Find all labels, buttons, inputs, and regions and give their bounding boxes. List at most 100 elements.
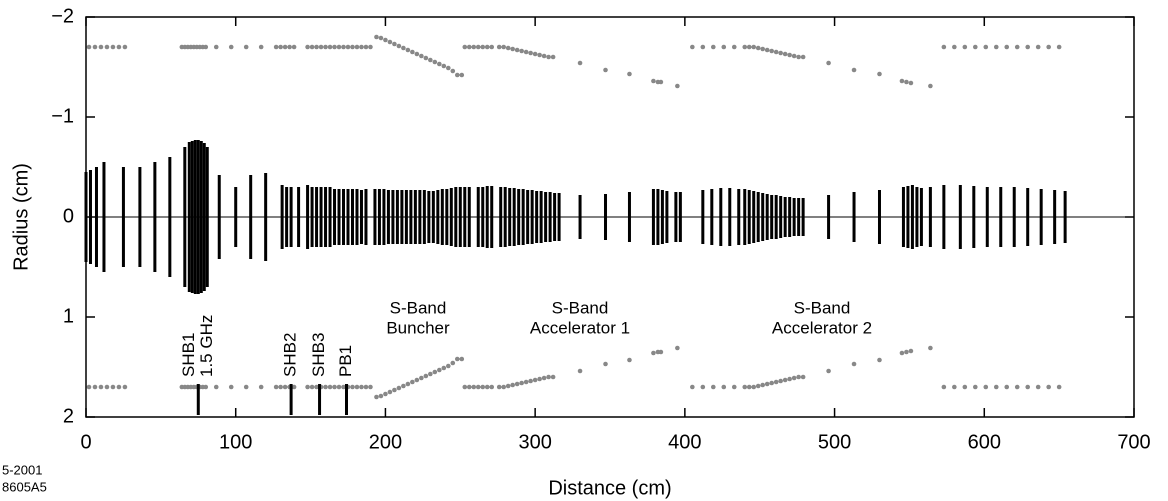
aperture-dot bbox=[363, 44, 369, 50]
aperture-dot bbox=[962, 384, 968, 390]
aperture-dot bbox=[746, 44, 752, 50]
aperture-dot bbox=[466, 384, 472, 390]
aperture-dot bbox=[484, 384, 490, 390]
aperture-dot bbox=[98, 44, 104, 50]
aperture-dot bbox=[690, 44, 695, 50]
aperture-dot bbox=[228, 44, 234, 50]
aperture-dot bbox=[396, 385, 402, 391]
aperture-dot bbox=[98, 384, 104, 390]
aperture-dot bbox=[116, 44, 122, 50]
marker-label: PB1 bbox=[336, 345, 355, 377]
aperture-dot bbox=[345, 44, 351, 50]
aperture-dot bbox=[459, 72, 465, 78]
aperture-dot bbox=[104, 384, 110, 390]
aperture-dot bbox=[450, 360, 456, 366]
aperture-dot bbox=[993, 384, 999, 390]
aperture-dot bbox=[550, 374, 556, 380]
aperture-dot bbox=[760, 46, 766, 52]
marker-label: 1.5 GHz bbox=[197, 315, 216, 377]
aperture-dot bbox=[273, 44, 279, 50]
aperture-dot bbox=[496, 44, 502, 50]
footnote: 5-2001 bbox=[2, 462, 42, 477]
aperture-dot bbox=[378, 35, 384, 41]
aperture-dot bbox=[577, 60, 583, 66]
aperture-dot bbox=[423, 55, 429, 61]
aperture-dot bbox=[764, 381, 770, 387]
aperture-dot bbox=[1035, 384, 1041, 390]
aperture-dot bbox=[904, 79, 909, 85]
aperture-dot bbox=[523, 379, 529, 385]
aperture-dot bbox=[528, 50, 533, 56]
aperture-dot bbox=[104, 44, 110, 50]
aperture-dot bbox=[309, 384, 315, 390]
section-label: Accelerator 2 bbox=[772, 318, 872, 337]
aperture-dot bbox=[760, 382, 766, 388]
aperture-dot bbox=[603, 67, 608, 73]
aperture-dot bbox=[1046, 384, 1051, 390]
aperture-dot bbox=[751, 384, 757, 390]
aperture-dot bbox=[86, 384, 92, 390]
aperture-dot bbox=[396, 43, 402, 49]
aperture-dot bbox=[796, 374, 801, 380]
aperture-dot bbox=[454, 72, 460, 78]
aperture-dot bbox=[952, 384, 957, 390]
aperture-dot bbox=[243, 44, 249, 50]
aperture-dot bbox=[471, 44, 477, 50]
aperture-dot bbox=[213, 384, 219, 390]
aperture-dot bbox=[437, 367, 442, 373]
aperture-dot bbox=[941, 384, 947, 390]
aperture-dot bbox=[354, 384, 360, 390]
aperture-dot bbox=[787, 52, 792, 58]
aperture-dot bbox=[405, 381, 411, 387]
x-tick-label: 500 bbox=[818, 431, 851, 453]
aperture-dot bbox=[278, 384, 283, 390]
aperture-dot bbox=[787, 376, 792, 382]
aperture-dot bbox=[769, 48, 774, 54]
y-tick-label: 2 bbox=[63, 405, 74, 427]
footnote: 8605A5 bbox=[2, 479, 47, 494]
aperture-dot bbox=[309, 44, 315, 50]
aperture-dot bbox=[374, 394, 379, 400]
aperture-dot bbox=[514, 381, 520, 387]
aperture-dot bbox=[450, 68, 456, 74]
aperture-dot bbox=[405, 47, 411, 53]
y-tick-label: −1 bbox=[51, 105, 74, 127]
aperture-dot bbox=[501, 384, 507, 390]
aperture-dot bbox=[484, 44, 490, 50]
aperture-dot bbox=[110, 44, 116, 50]
aperture-dot bbox=[336, 384, 342, 390]
aperture-dot bbox=[778, 378, 783, 384]
aperture-dot bbox=[414, 51, 420, 57]
aperture-dot bbox=[228, 384, 234, 390]
aperture-dot bbox=[755, 383, 761, 389]
aperture-dot bbox=[1025, 384, 1031, 390]
aperture-dot bbox=[541, 375, 547, 381]
aperture-dot bbox=[446, 363, 451, 369]
section-label: S-Band bbox=[390, 298, 447, 317]
aperture-dot bbox=[755, 45, 761, 51]
x-tick-label: 300 bbox=[518, 431, 551, 453]
aperture-dot bbox=[392, 387, 397, 393]
aperture-dot bbox=[675, 345, 680, 351]
aperture-dot bbox=[459, 356, 465, 362]
aperture-dot bbox=[480, 44, 486, 50]
aperture-dot bbox=[368, 384, 373, 390]
aperture-dot bbox=[475, 384, 481, 390]
aperture-dot bbox=[952, 44, 957, 50]
aperture-dot bbox=[800, 54, 806, 60]
aperture-dot bbox=[291, 44, 297, 50]
aperture-dot bbox=[291, 384, 297, 390]
aperture-dot bbox=[528, 378, 533, 384]
aperture-dot bbox=[993, 44, 999, 50]
y-tick-label: 0 bbox=[63, 205, 74, 227]
aperture-dot bbox=[603, 361, 608, 367]
aperture-dot bbox=[305, 44, 310, 50]
aperture-dot bbox=[92, 44, 98, 50]
aperture-dot bbox=[532, 377, 538, 383]
marker-label: SHB2 bbox=[281, 333, 300, 377]
aperture-dot bbox=[462, 44, 468, 50]
aperture-dot bbox=[627, 71, 632, 77]
aperture-dot bbox=[826, 368, 831, 374]
aperture-dot bbox=[711, 44, 716, 50]
